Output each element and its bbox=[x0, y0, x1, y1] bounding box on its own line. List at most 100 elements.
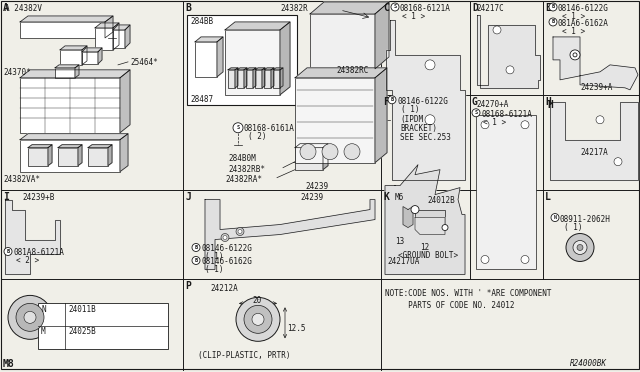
Bar bbox=[187, 15, 297, 105]
Polygon shape bbox=[375, 68, 387, 163]
Polygon shape bbox=[262, 68, 265, 88]
Circle shape bbox=[344, 144, 360, 160]
Text: C: C bbox=[383, 3, 389, 13]
Polygon shape bbox=[20, 70, 130, 78]
Text: < 1 >: < 1 > bbox=[562, 12, 585, 21]
Circle shape bbox=[481, 121, 489, 129]
Circle shape bbox=[192, 244, 200, 251]
Text: < 1 >: < 1 > bbox=[402, 12, 425, 21]
Circle shape bbox=[300, 144, 316, 160]
Text: SEE SEC.253: SEE SEC.253 bbox=[400, 133, 451, 142]
Bar bbox=[113, 30, 125, 48]
Text: B: B bbox=[552, 19, 555, 25]
Text: 24382R: 24382R bbox=[280, 4, 308, 13]
Circle shape bbox=[521, 256, 529, 263]
Text: 08146-6122G: 08146-6122G bbox=[201, 244, 252, 253]
Polygon shape bbox=[120, 70, 130, 133]
Polygon shape bbox=[217, 37, 223, 77]
Polygon shape bbox=[415, 218, 445, 234]
Polygon shape bbox=[58, 145, 82, 148]
Text: 20: 20 bbox=[252, 296, 261, 305]
Text: 24239: 24239 bbox=[300, 193, 323, 202]
Text: 24212A: 24212A bbox=[210, 285, 237, 294]
Polygon shape bbox=[403, 206, 413, 228]
Text: A 24382V: A 24382V bbox=[5, 4, 42, 13]
Bar bbox=[28, 148, 48, 166]
Polygon shape bbox=[225, 22, 290, 30]
Text: 13: 13 bbox=[395, 237, 404, 246]
Text: 12: 12 bbox=[420, 243, 429, 251]
Circle shape bbox=[8, 295, 52, 339]
Text: 08168-6121A: 08168-6121A bbox=[400, 4, 451, 13]
Circle shape bbox=[192, 256, 200, 264]
Bar bbox=[55, 68, 75, 78]
Text: 24382RB*: 24382RB* bbox=[228, 165, 265, 174]
Polygon shape bbox=[386, 20, 465, 180]
Polygon shape bbox=[323, 144, 328, 170]
Polygon shape bbox=[553, 37, 638, 90]
Circle shape bbox=[614, 158, 622, 166]
Circle shape bbox=[223, 235, 227, 240]
Text: 25464*: 25464* bbox=[130, 58, 157, 67]
Polygon shape bbox=[271, 68, 274, 88]
Circle shape bbox=[549, 18, 557, 26]
Polygon shape bbox=[477, 15, 540, 88]
Text: ( 1): ( 1) bbox=[205, 266, 223, 275]
Polygon shape bbox=[280, 22, 290, 95]
Polygon shape bbox=[255, 68, 265, 70]
Bar bbox=[228, 70, 235, 88]
Text: ( 2): ( 2) bbox=[248, 132, 266, 141]
Circle shape bbox=[322, 144, 338, 160]
Text: L: L bbox=[545, 192, 551, 202]
Text: 081A6-6162A: 081A6-6162A bbox=[558, 19, 609, 28]
Text: A: A bbox=[3, 3, 9, 13]
Text: S: S bbox=[474, 110, 477, 115]
Polygon shape bbox=[75, 65, 79, 78]
Text: ( 1): ( 1) bbox=[205, 253, 223, 262]
Polygon shape bbox=[120, 134, 128, 171]
Bar bbox=[415, 209, 445, 228]
Bar bbox=[295, 78, 375, 163]
Text: <GROUND BOLT>: <GROUND BOLT> bbox=[398, 251, 458, 260]
Polygon shape bbox=[88, 145, 112, 148]
Circle shape bbox=[233, 123, 243, 133]
Circle shape bbox=[236, 228, 244, 235]
Text: M8: M8 bbox=[3, 359, 15, 369]
Bar bbox=[476, 115, 536, 269]
Circle shape bbox=[570, 50, 580, 60]
Text: H: H bbox=[545, 97, 551, 107]
Polygon shape bbox=[60, 46, 87, 50]
Circle shape bbox=[442, 225, 448, 231]
Bar bbox=[195, 42, 217, 77]
Polygon shape bbox=[295, 68, 387, 78]
Circle shape bbox=[596, 116, 604, 124]
Bar bbox=[273, 70, 280, 88]
Bar bbox=[58, 148, 78, 166]
Polygon shape bbox=[253, 68, 256, 88]
Polygon shape bbox=[108, 145, 112, 166]
Text: 08168-6121A: 08168-6121A bbox=[481, 110, 532, 119]
Bar bbox=[20, 78, 120, 133]
Polygon shape bbox=[246, 68, 256, 70]
Polygon shape bbox=[385, 165, 465, 275]
Text: B: B bbox=[6, 249, 10, 254]
Polygon shape bbox=[28, 145, 52, 148]
Polygon shape bbox=[205, 200, 375, 269]
Text: ( 1): ( 1) bbox=[564, 222, 582, 231]
Bar bbox=[38, 304, 168, 349]
Bar bbox=[237, 70, 244, 88]
Bar bbox=[60, 50, 82, 65]
Text: B: B bbox=[552, 4, 555, 9]
Polygon shape bbox=[310, 2, 389, 14]
Bar bbox=[264, 70, 271, 88]
Circle shape bbox=[549, 3, 557, 11]
Polygon shape bbox=[264, 68, 274, 70]
Polygon shape bbox=[244, 68, 247, 88]
Text: N: N bbox=[41, 305, 45, 314]
Polygon shape bbox=[78, 145, 82, 166]
Text: 08911-2062H: 08911-2062H bbox=[560, 215, 611, 224]
Text: 24011B: 24011B bbox=[68, 305, 96, 314]
Bar bbox=[88, 148, 108, 166]
Polygon shape bbox=[95, 23, 119, 28]
Text: 24382RC: 24382RC bbox=[336, 66, 369, 75]
